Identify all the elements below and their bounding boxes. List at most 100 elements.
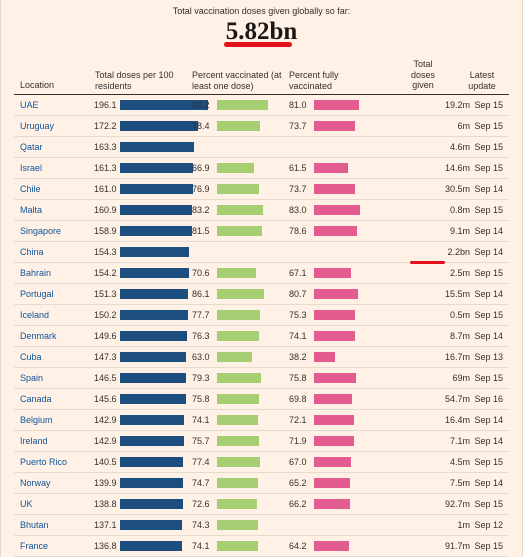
percent-vaccinated-value: 75.7 xyxy=(192,436,210,446)
percent-vaccinated-bar xyxy=(217,331,259,341)
total-doses-value: 92.7m xyxy=(444,499,470,509)
doses-bar xyxy=(120,394,186,404)
percent-fully-bar xyxy=(314,268,351,278)
percent-vaccinated-value: 74.7 xyxy=(192,478,210,488)
percent-fully-bar xyxy=(314,499,351,509)
doses-bar xyxy=(120,121,198,131)
table-row[interactable]: Norway 139.9 74.7 65.2 7.5m Sep 14 xyxy=(14,473,509,494)
percent-fully-value: 75.8 xyxy=(289,373,307,383)
doses-bar xyxy=(120,373,186,383)
percent-fully-bar xyxy=(314,436,354,446)
location-name: China xyxy=(20,247,44,257)
percent-vaccinated-value: 83.2 xyxy=(192,205,210,215)
table-row[interactable]: Belgium 142.9 74.1 72.1 16.4m Sep 14 xyxy=(14,410,509,431)
percent-fully-bar xyxy=(314,205,360,215)
table-row[interactable]: Malta 160.9 83.2 83.0 0.8m Sep 15 xyxy=(14,200,509,221)
total-doses-value: 1m xyxy=(457,520,470,530)
table-row[interactable]: UK 138.8 72.6 66.2 92.7m Sep 15 xyxy=(14,494,509,515)
doses-bar xyxy=(120,226,192,236)
percent-fully-bar xyxy=(314,121,355,131)
percent-vaccinated-value: 76.3 xyxy=(192,331,210,341)
table-row[interactable]: Chile 161.0 76.9 73.7 30.5m Sep 14 xyxy=(14,179,509,200)
percent-vaccinated-value: 81.5 xyxy=(192,226,210,236)
percent-fully-bar xyxy=(314,415,354,425)
percent-vaccinated-value: 86.1 xyxy=(192,289,210,299)
table-row[interactable]: Iceland 150.2 77.7 75.3 0.5m Sep 15 xyxy=(14,305,509,326)
percent-vaccinated-bar xyxy=(217,373,261,383)
percent-fully-value: 61.5 xyxy=(289,163,307,173)
table-row[interactable]: Bhutan 137.1 74.3 1m Sep 12 xyxy=(14,515,509,536)
table-row[interactable]: China 154.3 2.2bn Sep 14 xyxy=(14,242,509,263)
doses-bar xyxy=(120,457,184,467)
table-row[interactable]: Denmark 149.6 76.3 74.1 8.7m Sep 14 xyxy=(14,326,509,347)
table-row[interactable]: Canada 145.6 75.8 69.8 54.7m Sep 16 xyxy=(14,389,509,410)
table-row[interactable]: Bahrain 154.2 70.6 67.1 2.5m Sep 15 xyxy=(14,263,509,284)
percent-fully-bar xyxy=(314,310,356,320)
latest-update-value: Sep 16 xyxy=(474,394,503,404)
doses-bar xyxy=(120,520,182,530)
table-row[interactable]: Singapore 158.9 81.5 78.6 9.1m Sep 14 xyxy=(14,221,509,242)
doses-per-100-value: 142.9 xyxy=(94,415,117,425)
doses-bar xyxy=(120,352,187,362)
table-row[interactable]: Israel 161.3 66.9 61.5 14.6m Sep 15 xyxy=(14,158,509,179)
doses-per-100-value: 140.5 xyxy=(94,457,117,467)
table-row[interactable]: Qatar 163.3 4.6m Sep 15 xyxy=(14,137,509,158)
latest-update-value: Sep 15 xyxy=(474,142,503,152)
location-name: Ireland xyxy=(20,436,48,446)
doses-bar xyxy=(120,436,185,446)
location-name: Bahrain xyxy=(20,268,52,278)
header-doses-per-100[interactable]: Total doses per 100 residents xyxy=(95,70,174,91)
percent-fully-value: 67.0 xyxy=(289,457,307,467)
header-location[interactable]: Location xyxy=(20,80,55,90)
doses-per-100-value: 145.6 xyxy=(94,394,117,404)
doses-per-100-value: 161.0 xyxy=(94,184,117,194)
percent-vaccinated-bar xyxy=(217,226,262,236)
percent-fully-bar xyxy=(314,373,356,383)
doses-bar xyxy=(120,415,185,425)
total-doses-value: 30.5m xyxy=(444,184,470,194)
location-name: Norway xyxy=(20,478,51,488)
location-name: France xyxy=(20,541,49,551)
header-total-doses[interactable]: Total doses given xyxy=(410,59,436,90)
location-name: Cuba xyxy=(20,352,42,362)
percent-vaccinated-value: 78.4 xyxy=(192,121,210,131)
table-row[interactable]: UAE 196.1 92.2 81.0 19.2m Sep 15 xyxy=(14,95,509,116)
total-doses-value: 8.7m xyxy=(449,331,470,341)
percent-fully-value: 38.2 xyxy=(289,352,307,362)
latest-update-value: Sep 15 xyxy=(474,310,503,320)
location-name: Uruguay xyxy=(20,121,55,131)
latest-update-value: Sep 15 xyxy=(474,121,503,131)
location-name: Qatar xyxy=(20,142,43,152)
percent-vaccinated-value: 76.9 xyxy=(192,184,210,194)
header-rule xyxy=(14,94,509,95)
header-percent-fully[interactable]: Percent fully vaccinated xyxy=(289,70,339,91)
total-doses-value: 19.2m xyxy=(444,100,470,110)
header-percent-vaccinated[interactable]: Percent vaccinated (at least one dose) xyxy=(192,70,282,91)
percent-vaccinated-bar xyxy=(217,352,252,362)
percent-fully-bar xyxy=(314,541,350,551)
table-row[interactable]: Ireland 142.9 75.7 71.9 7.1m Sep 14 xyxy=(14,431,509,452)
percent-vaccinated-value: 77.4 xyxy=(192,457,210,467)
percent-fully-value: 66.2 xyxy=(289,499,307,509)
latest-update-value: Sep 14 xyxy=(474,247,503,257)
total-doses-value: 0.5m xyxy=(449,310,470,320)
latest-update-value: Sep 15 xyxy=(474,268,503,278)
table-row[interactable]: France 136.8 74.1 64.2 91.7m Sep 15 xyxy=(14,536,509,557)
percent-fully-bar xyxy=(314,331,355,341)
latest-update-value: Sep 14 xyxy=(474,436,503,446)
percent-vaccinated-value: 70.6 xyxy=(192,268,210,278)
table-row[interactable]: Uruguay 172.2 78.4 73.7 6m Sep 15 xyxy=(14,116,509,137)
table-row[interactable]: Spain 146.5 79.3 75.8 69m Sep 15 xyxy=(14,368,509,389)
latest-update-value: Sep 14 xyxy=(474,226,503,236)
location-name: UAE xyxy=(20,100,39,110)
doses-per-100-value: 154.3 xyxy=(94,247,117,257)
total-doses-value: 6m xyxy=(457,121,470,131)
total-doses-value: 7.1m xyxy=(449,436,470,446)
latest-update-value: Sep 15 xyxy=(474,499,503,509)
table-row[interactable]: Cuba 147.3 63.0 38.2 16.7m Sep 13 xyxy=(14,347,509,368)
header-latest-update[interactable]: Latest update xyxy=(468,70,496,91)
doses-bar xyxy=(120,289,189,299)
percent-fully-bar xyxy=(314,163,348,173)
table-row[interactable]: Portugal 151.3 86.1 80.7 15.5m Sep 14 xyxy=(14,284,509,305)
table-row[interactable]: Puerto Rico 140.5 77.4 67.0 4.5m Sep 15 xyxy=(14,452,509,473)
